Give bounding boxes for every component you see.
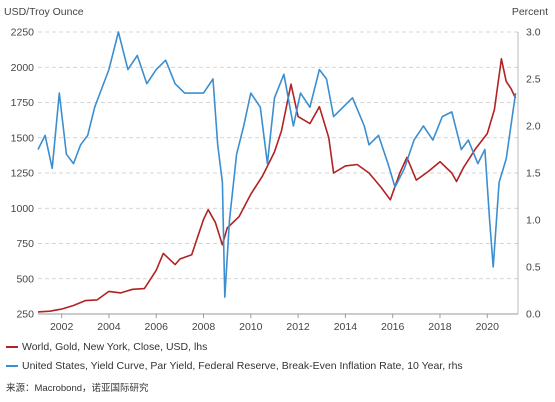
y-right-tick-label: 0.5 xyxy=(526,262,541,274)
x-tick-label: 2016 xyxy=(381,321,405,333)
grid-lines xyxy=(38,31,518,315)
x-tick-label: 2014 xyxy=(334,321,358,333)
y-axis-left: 250 500 750 1000 1250 1500 1750 2000 2250 xyxy=(11,27,35,321)
y-left-tick-label: 750 xyxy=(16,238,34,250)
series-line-breakeven xyxy=(37,31,517,298)
y-right-tick-label: 2.5 xyxy=(526,74,541,86)
y-left-tick-label: 2250 xyxy=(11,27,35,39)
chart-canvas: 2002 2004 2006 2008 2010 2012 2014 2016 2018 2020… xyxy=(4,6,548,333)
legend-item-breakeven: United States, Yield Curve, Par Yield, F… xyxy=(6,360,463,372)
legend-item-gold: World, Gold, New York, Close, USD, lhs xyxy=(6,341,207,353)
series-lines xyxy=(37,31,517,313)
x-tick-label: 2018 xyxy=(428,321,452,333)
legend-swatch-breakeven xyxy=(6,365,18,368)
y-left-tick-label: 500 xyxy=(16,273,34,285)
x-tick-label: 2002 xyxy=(50,321,74,333)
x-axis: 2002 2004 2006 2008 2010 2012 2014 2016 2018 2020 xyxy=(38,313,518,333)
y-left-tick-label: 1500 xyxy=(11,132,35,144)
y-right-tick-label: 1.0 xyxy=(526,215,541,227)
x-tick-label: 2008 xyxy=(192,321,216,333)
y-right-tick-label: 1.5 xyxy=(526,168,541,180)
y-left-tick-label: 250 xyxy=(16,309,34,321)
left-axis-title: USD/Troy Ounce xyxy=(4,6,84,18)
y-left-tick-label: 2000 xyxy=(11,62,35,74)
x-tick-label: 2020 xyxy=(476,321,500,333)
right-axis-title: Percent xyxy=(512,6,548,18)
series-line-gold xyxy=(37,58,517,313)
x-tick-label: 2006 xyxy=(145,321,169,333)
legend-label-gold: World, Gold, New York, Close, USD, lhs xyxy=(22,341,208,353)
y-left-tick-label: 1250 xyxy=(11,168,35,180)
y-left-tick-label: 1000 xyxy=(11,203,35,215)
legend-label-breakeven: United States, Yield Curve, Par Yield, F… xyxy=(22,360,463,372)
x-tick-label: 2012 xyxy=(286,321,310,333)
y-right-tick-label: 2.0 xyxy=(526,121,541,133)
y-axis-right: 0.0 0.5 1.0 1.5 2.0 2.5 3.0 xyxy=(517,27,541,321)
y-left-tick-label: 1750 xyxy=(11,97,35,109)
source-note: 来源：Macrobond，诺亚国际研究 xyxy=(6,383,149,394)
y-right-tick-label: 3.0 xyxy=(526,27,541,39)
x-tick-label: 2004 xyxy=(97,321,121,333)
x-tick-label: 2010 xyxy=(239,321,263,333)
legend-swatch-gold xyxy=(6,346,18,349)
y-right-tick-label: 0.0 xyxy=(526,309,541,321)
